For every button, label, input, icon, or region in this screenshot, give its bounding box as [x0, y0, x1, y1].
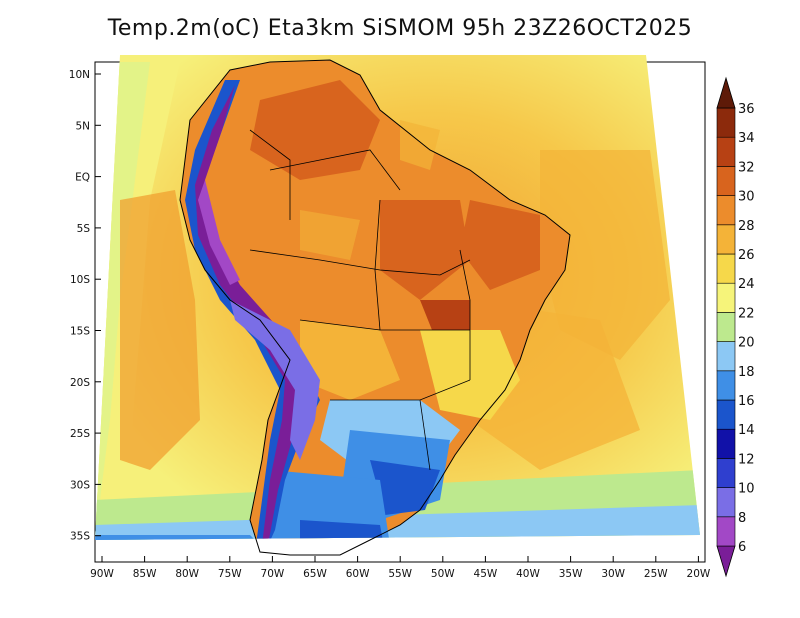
temperature-field: [95, 55, 700, 540]
colorbar-segment: [716, 253, 736, 284]
lon-tick-label: 25W: [644, 568, 668, 580]
lon-tick-label: 45W: [474, 568, 498, 580]
colorbar-label: 32: [738, 160, 755, 175]
colorbar-segment: [716, 312, 736, 342]
lon-tick-label: 60W: [346, 568, 370, 580]
lon-tick-label: 30W: [601, 568, 625, 580]
colorbar-segment: [716, 107, 736, 138]
colorbar: 6 8 10 12 14 16 18 20 22 24 26 28 30 32 34 36: [716, 76, 755, 578]
map-title: Temp.2m(oC) Eta3km SiSMOM 95h 23Z26OCT20…: [107, 16, 693, 41]
colorbar-segment: [716, 516, 736, 547]
colorbar-segment: [716, 458, 736, 488]
colorbar-label: 18: [738, 365, 755, 380]
colorbar-label: 6: [738, 540, 746, 555]
colorbar-segment: [716, 195, 736, 226]
colorbar-segment: [716, 282, 736, 313]
lon-tick-label: 55W: [388, 568, 412, 580]
colorbar-label: 34: [738, 131, 755, 146]
lat-tick-label: 10S: [70, 274, 90, 286]
lon-tick-label: 80W: [175, 568, 199, 580]
lat-tick-label: 15S: [70, 326, 90, 338]
colorbar-segment: [716, 428, 736, 459]
colorbar-segment: [716, 399, 736, 430]
colorbar-label: 12: [738, 452, 755, 467]
colorbar-label: 22: [738, 306, 755, 321]
lon-tick-label: 40W: [516, 568, 540, 580]
colorbar-segment: [716, 136, 736, 167]
lon-tick-label: 50W: [431, 568, 455, 580]
coastline: [179, 59, 571, 556]
lat-tick-label: 5N: [75, 120, 90, 132]
colorbar-segment: [716, 166, 736, 196]
colorbar-label: 8: [738, 511, 746, 526]
lon-tick-label: 35W: [559, 568, 583, 580]
latitude-axis: 10N 5N EQ 5S 10S 15S 20S 25S 30S 35S: [69, 69, 101, 543]
longitude-axis: 90W 85W 80W 75W 70W 65W 60W 55W 50W 45W 40W 35W 30W 2…: [90, 556, 711, 580]
lat-tick-label: 25S: [70, 428, 90, 440]
colorbar-label: 28: [738, 219, 755, 234]
lon-tick-label: 65W: [303, 568, 327, 580]
colorbar-label: 14: [738, 423, 755, 438]
political-borders: [249, 129, 471, 471]
lon-tick-label: 85W: [133, 568, 157, 580]
lon-tick-label: 75W: [218, 568, 242, 580]
lat-tick-label: EQ: [75, 172, 90, 184]
lon-tick-label: 90W: [90, 568, 114, 580]
colorbar-label: 26: [738, 248, 755, 263]
colorbar-segment: [716, 370, 736, 401]
colorbar-segment: [716, 224, 736, 255]
colorbar-label: 20: [738, 336, 755, 351]
colorbar-segment: [716, 487, 736, 518]
colorbar-segment: [716, 341, 736, 372]
lon-tick-label: 20W: [687, 568, 711, 580]
colorbar-label: 16: [738, 394, 755, 409]
colorbar-label: 36: [738, 102, 755, 117]
colorbar-label: 24: [738, 277, 755, 292]
colorbar-min-arrow: [716, 545, 736, 578]
colorbar-label: 10: [738, 482, 755, 497]
colorbar-max-arrow: [716, 76, 736, 109]
lon-tick-label: 70W: [261, 568, 285, 580]
lat-tick-label: 35S: [70, 531, 90, 543]
lat-tick-label: 30S: [70, 479, 90, 491]
lat-tick-label: 20S: [70, 377, 90, 389]
lat-tick-label: 10N: [69, 69, 90, 81]
lat-tick-label: 5S: [77, 223, 91, 235]
colorbar-label: 30: [738, 190, 755, 205]
